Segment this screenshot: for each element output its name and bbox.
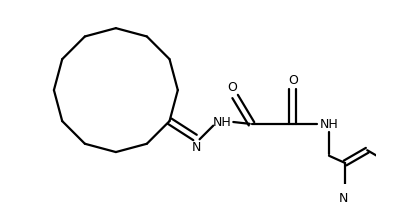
Text: N: N xyxy=(192,140,202,153)
Text: NH: NH xyxy=(213,115,232,128)
Text: N: N xyxy=(339,191,348,202)
Text: O: O xyxy=(228,81,237,94)
Text: O: O xyxy=(288,73,298,86)
Text: NH: NH xyxy=(320,118,338,131)
